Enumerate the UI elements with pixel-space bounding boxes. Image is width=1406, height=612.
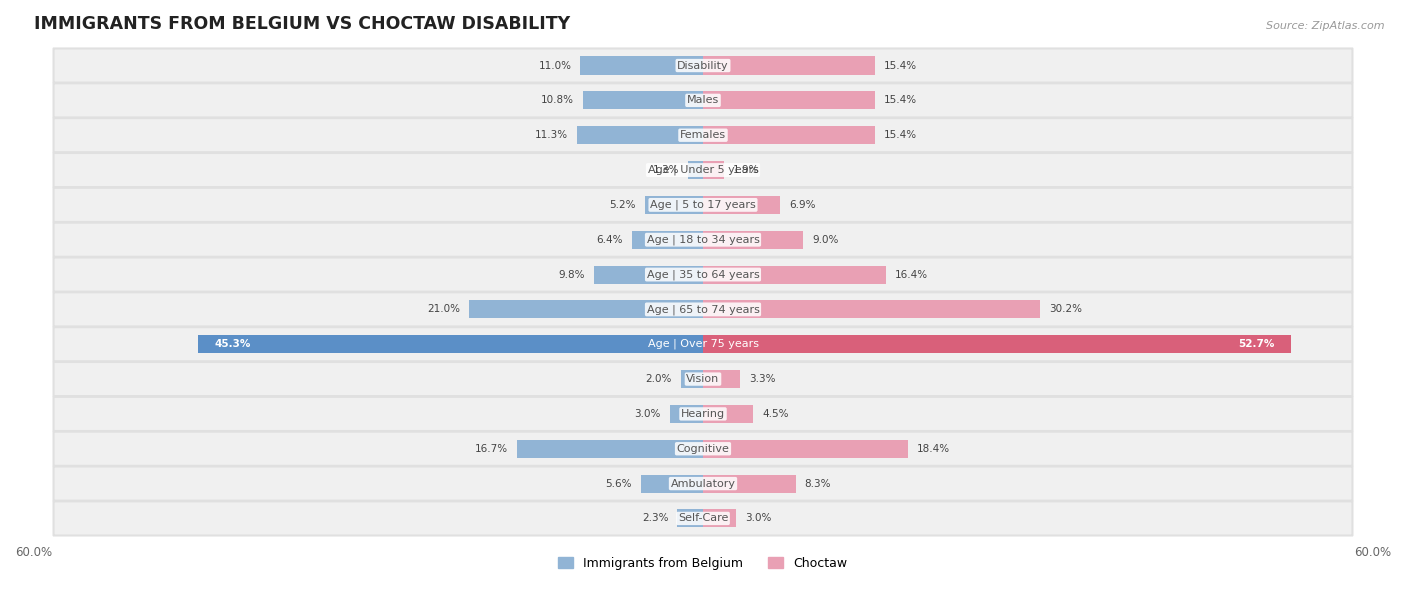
Text: 9.8%: 9.8%: [558, 269, 585, 280]
Text: 15.4%: 15.4%: [884, 130, 917, 140]
Text: 5.2%: 5.2%: [610, 200, 636, 210]
Text: 2.0%: 2.0%: [645, 374, 672, 384]
Bar: [576, 126, 703, 144]
Text: Males: Males: [688, 95, 718, 105]
Bar: [703, 439, 908, 458]
FancyBboxPatch shape: [53, 48, 1353, 83]
Text: Ambulatory: Ambulatory: [671, 479, 735, 488]
Bar: [516, 439, 703, 458]
FancyBboxPatch shape: [53, 83, 1353, 118]
Text: Self-Care: Self-Care: [678, 513, 728, 523]
Text: IMMIGRANTS FROM BELGIUM VS CHOCTAW DISABILITY: IMMIGRANTS FROM BELGIUM VS CHOCTAW DISAB…: [34, 15, 569, 33]
FancyBboxPatch shape: [53, 397, 1353, 431]
Bar: [703, 405, 754, 423]
FancyBboxPatch shape: [53, 223, 1353, 257]
Bar: [703, 474, 796, 493]
Bar: [681, 370, 703, 388]
Bar: [669, 405, 703, 423]
Bar: [703, 126, 875, 144]
Legend: Immigrants from Belgium, Choctaw: Immigrants from Belgium, Choctaw: [554, 551, 852, 575]
FancyBboxPatch shape: [53, 293, 1353, 326]
Text: 30.2%: 30.2%: [1049, 304, 1081, 315]
Text: 4.5%: 4.5%: [762, 409, 789, 419]
FancyBboxPatch shape: [53, 258, 1353, 292]
Text: 15.4%: 15.4%: [884, 95, 917, 105]
Text: 16.4%: 16.4%: [894, 269, 928, 280]
FancyBboxPatch shape: [53, 118, 1353, 152]
Text: 6.4%: 6.4%: [596, 235, 623, 245]
Text: Age | 35 to 64 years: Age | 35 to 64 years: [647, 269, 759, 280]
Text: Age | 65 to 74 years: Age | 65 to 74 years: [647, 304, 759, 315]
Text: 3.0%: 3.0%: [745, 513, 772, 523]
Bar: [703, 161, 724, 179]
Text: Females: Females: [681, 130, 725, 140]
Text: Source: ZipAtlas.com: Source: ZipAtlas.com: [1267, 21, 1385, 31]
Text: 1.3%: 1.3%: [652, 165, 679, 175]
Bar: [582, 91, 703, 110]
Bar: [703, 91, 875, 110]
FancyBboxPatch shape: [53, 188, 1353, 222]
Text: 21.0%: 21.0%: [427, 304, 460, 315]
FancyBboxPatch shape: [53, 431, 1353, 466]
Bar: [593, 266, 703, 283]
Text: Hearing: Hearing: [681, 409, 725, 419]
Text: 9.0%: 9.0%: [813, 235, 839, 245]
Text: Age | Over 75 years: Age | Over 75 years: [648, 339, 758, 349]
Bar: [703, 56, 875, 75]
Text: Age | 18 to 34 years: Age | 18 to 34 years: [647, 234, 759, 245]
Bar: [198, 335, 703, 353]
FancyBboxPatch shape: [53, 501, 1353, 536]
FancyBboxPatch shape: [53, 466, 1353, 501]
Text: 10.8%: 10.8%: [540, 95, 574, 105]
Bar: [645, 196, 703, 214]
Bar: [703, 370, 740, 388]
Bar: [703, 509, 737, 528]
Bar: [631, 231, 703, 249]
FancyBboxPatch shape: [53, 362, 1353, 396]
Text: 11.0%: 11.0%: [538, 61, 571, 70]
Bar: [703, 300, 1040, 318]
Text: Age | Under 5 years: Age | Under 5 years: [648, 165, 758, 175]
Text: 11.3%: 11.3%: [534, 130, 568, 140]
Bar: [468, 300, 703, 318]
Text: Disability: Disability: [678, 61, 728, 70]
Text: Age | 5 to 17 years: Age | 5 to 17 years: [650, 200, 756, 210]
Bar: [703, 335, 1291, 353]
Bar: [703, 196, 780, 214]
Text: 5.6%: 5.6%: [605, 479, 631, 488]
Bar: [641, 474, 703, 493]
Text: 52.7%: 52.7%: [1237, 339, 1274, 349]
Text: Vision: Vision: [686, 374, 720, 384]
Text: 45.3%: 45.3%: [214, 339, 250, 349]
Text: 6.9%: 6.9%: [789, 200, 815, 210]
Text: 18.4%: 18.4%: [917, 444, 950, 453]
Bar: [678, 509, 703, 528]
Text: 3.3%: 3.3%: [749, 374, 775, 384]
Text: 15.4%: 15.4%: [884, 61, 917, 70]
FancyBboxPatch shape: [53, 153, 1353, 187]
FancyBboxPatch shape: [53, 327, 1353, 361]
Text: 1.9%: 1.9%: [733, 165, 759, 175]
Bar: [703, 231, 803, 249]
Text: Cognitive: Cognitive: [676, 444, 730, 453]
Bar: [581, 56, 703, 75]
Bar: [689, 161, 703, 179]
Text: 3.0%: 3.0%: [634, 409, 661, 419]
Text: 16.7%: 16.7%: [475, 444, 508, 453]
Text: 8.3%: 8.3%: [804, 479, 831, 488]
Bar: [703, 266, 886, 283]
Text: 2.3%: 2.3%: [643, 513, 668, 523]
